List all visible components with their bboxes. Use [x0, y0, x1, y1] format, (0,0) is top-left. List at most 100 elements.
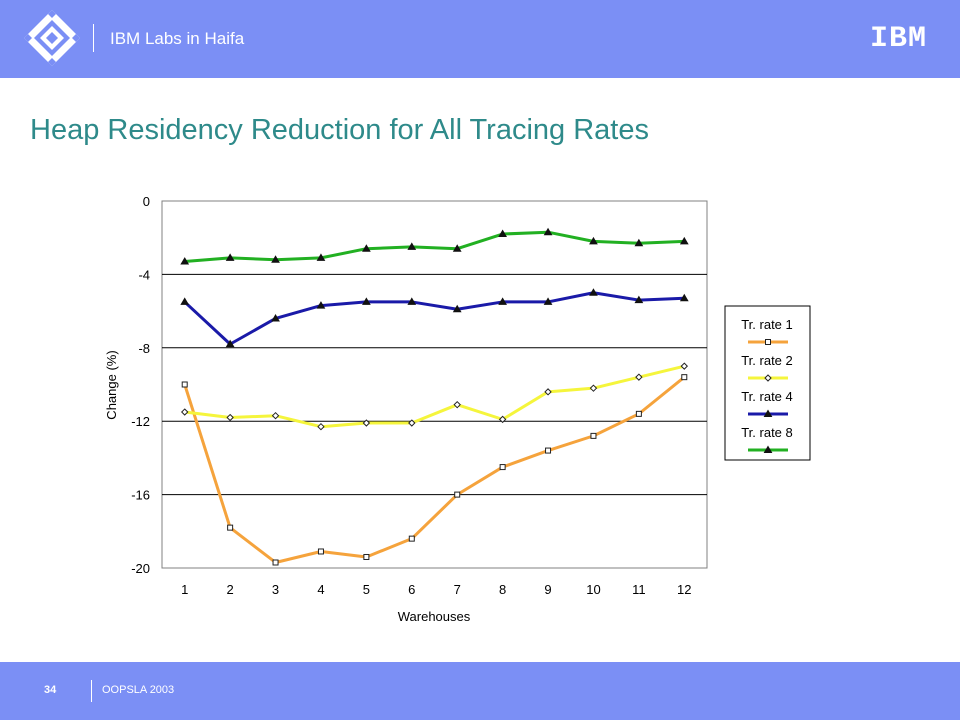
y-tick-labels: 0 -4 -8 -12 -16 -20	[131, 194, 150, 576]
footer-divider	[91, 680, 92, 702]
series-2	[181, 362, 688, 431]
data-point	[452, 244, 462, 252]
conference-name: OOPSLA 2003	[102, 684, 175, 696]
data-point	[681, 374, 688, 381]
legend-marker	[763, 409, 773, 417]
legend-label: Tr. rate 1	[741, 317, 793, 332]
data-point	[407, 242, 417, 250]
data-point	[226, 413, 234, 422]
data-point	[498, 415, 507, 424]
data-point	[362, 244, 371, 252]
x-tick-label: 4	[317, 582, 324, 597]
data-point	[363, 553, 370, 560]
data-point	[362, 419, 371, 427]
legend: Tr. rate 1 Tr. rate 2 Tr. rate 4 Tr. rate 8	[741, 317, 793, 453]
line-chart: 0-4-8-12-16-20 1 2 3 4 5 6 7 8 9 10 11 12 Warehouse…	[104, 194, 811, 624]
data-point	[590, 432, 597, 439]
data-point	[679, 236, 689, 245]
header-divider	[93, 24, 94, 52]
x-axis-label: Warehouses	[398, 609, 471, 624]
haifa-lab-logo	[24, 10, 80, 66]
data-point	[544, 388, 552, 396]
data-point	[634, 295, 644, 304]
y-tick-label: -8	[138, 341, 150, 356]
ibm-logo: IBM	[870, 22, 928, 56]
series-lines	[180, 227, 689, 566]
data-point	[452, 304, 462, 313]
data-point	[453, 400, 461, 409]
data-point	[679, 293, 689, 302]
y-axis-label: Change (%)	[104, 350, 119, 419]
data-point	[589, 384, 598, 392]
legend-marker	[763, 445, 773, 453]
data-point	[498, 297, 507, 305]
data-point	[680, 362, 688, 370]
data-point	[317, 422, 325, 431]
header-banner: IBM Labs in Haifa IBM	[0, 0, 960, 78]
data-point	[225, 339, 235, 348]
x-tick-label: 10	[586, 582, 600, 597]
data-point	[180, 257, 190, 265]
y-tick-label: -4	[138, 267, 150, 282]
data-point	[271, 313, 280, 322]
legend-label: Tr. rate 4	[741, 389, 793, 404]
data-point	[635, 410, 642, 417]
series-3	[180, 288, 689, 348]
data-point	[316, 301, 326, 309]
lab-name: IBM Labs in Haifa	[110, 29, 245, 48]
page-number: 34	[44, 684, 57, 696]
x-tick-label: 5	[363, 582, 370, 597]
data-point	[545, 447, 552, 454]
series-1	[181, 374, 688, 566]
x-tick-label: 6	[408, 582, 415, 597]
legend-label: Tr. rate 2	[741, 353, 793, 368]
x-tick-labels: 1 2 3 4 5 6 7 8 9 10 11 12	[181, 582, 691, 597]
x-tick-label: 12	[677, 582, 691, 597]
data-point	[316, 253, 326, 261]
x-tick-label: 1	[181, 582, 188, 597]
data-point	[225, 253, 235, 261]
x-tick-label: 8	[499, 582, 506, 597]
y-tick-label: -12	[131, 414, 150, 429]
x-tick-label: 7	[454, 582, 461, 597]
data-point	[499, 464, 506, 471]
y-tick-label: 0	[143, 194, 150, 209]
footer-banner: 34 OOPSLA 2003	[0, 662, 960, 720]
data-point	[181, 408, 189, 416]
x-tick-label: 3	[272, 582, 279, 597]
x-tick-label: 11	[632, 582, 646, 597]
x-tick-label: 2	[227, 582, 234, 597]
slide-title: Heap Residency Reduction for All Tracing…	[30, 114, 649, 146]
data-point	[180, 297, 190, 305]
series-4	[180, 227, 689, 265]
data-point	[543, 227, 553, 236]
data-point	[227, 524, 234, 531]
data-point	[498, 229, 507, 238]
legend-marker	[764, 374, 772, 382]
legend-marker	[765, 339, 771, 345]
series-line	[184, 364, 685, 429]
data-point	[271, 255, 280, 263]
y-tick-label: -20	[131, 561, 150, 576]
x-tick-label: 9	[544, 582, 551, 597]
grid-lines	[162, 273, 707, 496]
legend-label: Tr. rate 8	[741, 425, 793, 440]
legend-box	[724, 305, 811, 461]
data-point	[408, 419, 416, 427]
y-tick-label: -16	[131, 488, 150, 503]
data-point	[589, 288, 598, 296]
data-point	[272, 559, 279, 566]
data-point	[408, 535, 415, 542]
plot-area	[161, 200, 708, 569]
data-point	[407, 297, 417, 305]
data-point	[589, 236, 598, 245]
series-line	[183, 291, 685, 346]
data-point	[181, 381, 188, 388]
data-point	[271, 411, 280, 420]
data-point	[635, 373, 643, 381]
series-line	[183, 375, 686, 564]
data-point	[543, 297, 553, 305]
data-point	[317, 548, 324, 555]
data-point	[362, 297, 371, 305]
series-line	[184, 230, 685, 264]
